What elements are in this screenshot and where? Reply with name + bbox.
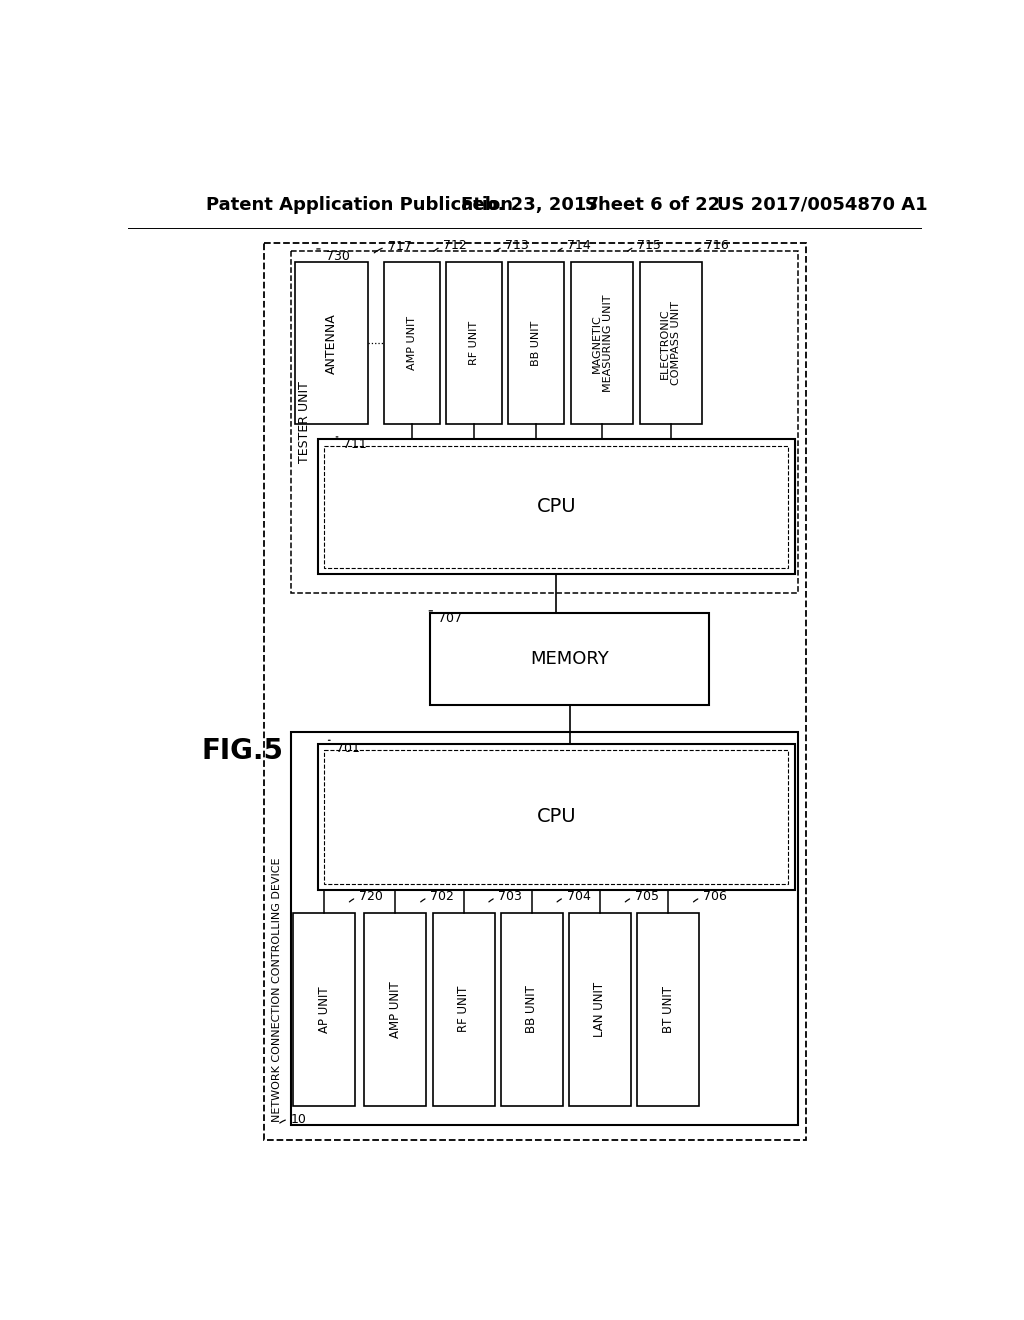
Bar bbox=[317, 743, 795, 890]
Bar bbox=[508, 263, 563, 424]
Text: Feb. 23, 2017: Feb. 23, 2017 bbox=[461, 195, 599, 214]
Text: 701: 701 bbox=[329, 741, 359, 755]
Text: 702: 702 bbox=[421, 890, 454, 903]
Text: 730: 730 bbox=[316, 249, 349, 264]
Text: 704: 704 bbox=[557, 890, 591, 903]
Text: 714: 714 bbox=[558, 239, 591, 252]
Text: 715: 715 bbox=[628, 239, 662, 252]
Text: CPU: CPU bbox=[537, 808, 575, 826]
Text: 706: 706 bbox=[693, 890, 727, 903]
Text: BB UNIT: BB UNIT bbox=[525, 985, 539, 1034]
Text: AMP UNIT: AMP UNIT bbox=[407, 317, 417, 370]
Bar bbox=[317, 440, 795, 574]
Text: 716: 716 bbox=[695, 239, 729, 252]
Bar bbox=[637, 913, 699, 1105]
Bar bbox=[263, 243, 806, 1140]
Text: ELECTRONIC
COMPASS UNIT: ELECTRONIC COMPASS UNIT bbox=[659, 301, 681, 385]
Text: MAGNETIC
MEASURING UNIT: MAGNETIC MEASURING UNIT bbox=[592, 294, 613, 392]
Bar bbox=[324, 446, 788, 568]
Text: AMP UNIT: AMP UNIT bbox=[389, 981, 401, 1038]
Text: CPU: CPU bbox=[537, 498, 575, 516]
Text: LAN UNIT: LAN UNIT bbox=[594, 982, 606, 1036]
Text: 711: 711 bbox=[336, 437, 368, 451]
Bar bbox=[295, 263, 369, 424]
Text: 707: 707 bbox=[429, 611, 462, 626]
Text: BT UNIT: BT UNIT bbox=[662, 986, 675, 1032]
Bar bbox=[445, 263, 502, 424]
Bar bbox=[365, 913, 426, 1105]
Text: 10: 10 bbox=[280, 1113, 306, 1126]
Text: BB UNIT: BB UNIT bbox=[530, 321, 541, 366]
Text: ANTENNA: ANTENNA bbox=[325, 313, 338, 374]
Text: 713: 713 bbox=[496, 239, 529, 252]
Text: Sheet 6 of 22: Sheet 6 of 22 bbox=[586, 195, 721, 214]
Text: US 2017/0054870 A1: US 2017/0054870 A1 bbox=[717, 195, 928, 214]
Bar bbox=[430, 612, 710, 705]
Bar bbox=[291, 733, 799, 1125]
Bar bbox=[432, 913, 495, 1105]
Bar bbox=[384, 263, 439, 424]
Bar bbox=[571, 263, 633, 424]
Text: FIG.5: FIG.5 bbox=[202, 738, 284, 766]
Text: AP UNIT: AP UNIT bbox=[317, 986, 331, 1032]
Bar bbox=[291, 251, 799, 594]
Text: NETWORK CONNECTION CONTROLLING DEVICE: NETWORK CONNECTION CONTROLLING DEVICE bbox=[271, 858, 282, 1122]
Text: Patent Application Publication: Patent Application Publication bbox=[206, 195, 512, 214]
Bar bbox=[324, 750, 788, 884]
Text: 720: 720 bbox=[349, 890, 383, 903]
Text: RF UNIT: RF UNIT bbox=[469, 321, 478, 366]
Bar bbox=[293, 913, 355, 1105]
Text: 703: 703 bbox=[488, 890, 522, 903]
Text: MEMORY: MEMORY bbox=[530, 649, 609, 668]
Text: RF UNIT: RF UNIT bbox=[457, 986, 470, 1032]
Text: 712: 712 bbox=[434, 239, 467, 252]
Text: 705: 705 bbox=[626, 890, 658, 903]
Text: TESTER UNIT: TESTER UNIT bbox=[298, 380, 311, 463]
Bar bbox=[569, 913, 631, 1105]
Bar bbox=[501, 913, 563, 1105]
Text: 717: 717 bbox=[374, 240, 412, 253]
Bar bbox=[640, 263, 701, 424]
